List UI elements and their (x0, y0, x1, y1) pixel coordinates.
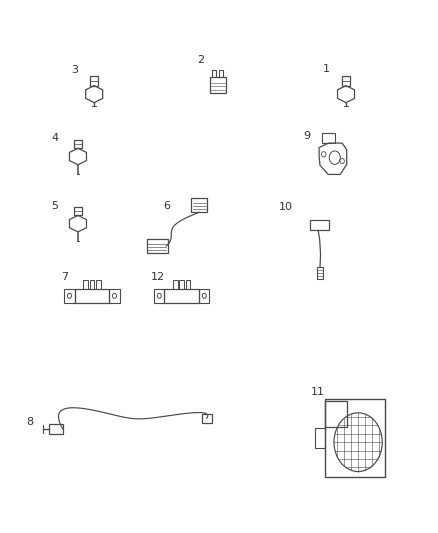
Text: 5: 5 (51, 201, 58, 211)
Text: 9: 9 (303, 131, 310, 141)
Text: 6: 6 (163, 201, 170, 211)
Text: 8: 8 (26, 417, 33, 427)
Text: 7: 7 (61, 272, 68, 282)
Text: 2: 2 (197, 55, 204, 64)
Text: 3: 3 (71, 66, 78, 75)
Text: 4: 4 (51, 133, 58, 142)
Text: 12: 12 (151, 272, 165, 282)
Text: 10: 10 (279, 202, 293, 212)
Text: 11: 11 (311, 387, 325, 397)
Text: 1: 1 (323, 64, 330, 74)
